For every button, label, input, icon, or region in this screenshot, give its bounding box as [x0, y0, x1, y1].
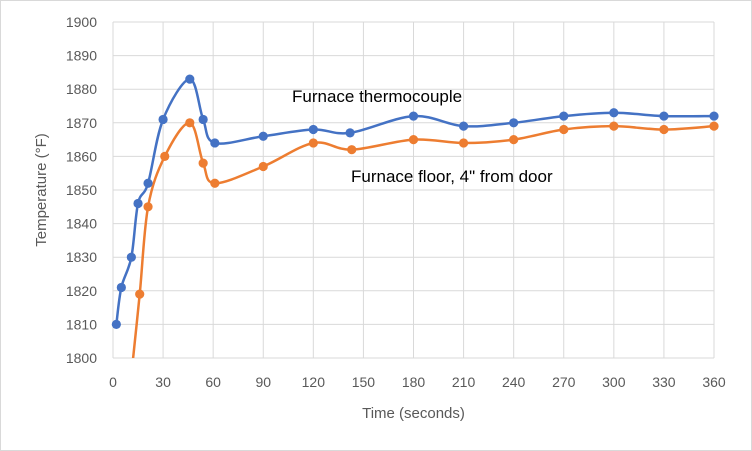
data-point-series-2 — [185, 118, 195, 128]
data-point-series-1 — [158, 114, 168, 125]
data-point-series-2 — [458, 138, 469, 148]
data-point-series-1 — [659, 111, 669, 121]
y-tick-label: 1850 — [66, 182, 97, 198]
y-tick-label: 1810 — [66, 316, 97, 332]
x-axis-tick-labels: 0 30 60 90 120 150 180 210 240 270 300 330 360 — [109, 374, 726, 390]
y-tick-label: 1840 — [66, 216, 97, 232]
data-point-series-1 — [408, 111, 419, 121]
annotation-furnace-floor: Furnace floor, 4" from door — [351, 167, 553, 186]
data-point-series-1 — [345, 128, 355, 138]
x-tick-label: 90 — [255, 374, 271, 390]
data-point-series-2 — [659, 124, 669, 135]
x-tick-label: 180 — [402, 374, 426, 390]
x-axis-title: Time (seconds) — [362, 405, 465, 422]
data-point-series-1 — [210, 138, 220, 148]
data-point-series-2 — [347, 145, 357, 155]
y-tick-label: 1800 — [66, 350, 97, 366]
x-tick-label: 270 — [552, 374, 576, 390]
data-point-series-2 — [559, 124, 569, 135]
x-tick-label: 150 — [352, 374, 376, 390]
x-tick-label: 330 — [652, 374, 676, 390]
data-point-series-1 — [308, 124, 318, 135]
data-point-series-2 — [160, 151, 170, 161]
y-tick-label: 1860 — [66, 148, 97, 164]
data-point-series-1 — [116, 282, 126, 293]
data-point-series-1 — [126, 252, 136, 262]
data-point-series-1 — [258, 131, 268, 141]
data-point-series-1 — [709, 111, 719, 121]
annotation-furnace-thermocouple: Furnace thermocouple — [292, 87, 462, 106]
data-point-series-1 — [198, 114, 208, 125]
data-point-series-2 — [135, 289, 145, 299]
data-point-series-1 — [559, 111, 569, 121]
data-point-series-2 — [408, 135, 419, 145]
x-tick-label: 300 — [602, 374, 626, 390]
x-tick-label: 120 — [302, 374, 326, 390]
y-tick-label: 1880 — [66, 81, 97, 97]
data-point-series-1 — [458, 121, 469, 131]
data-point-series-1 — [185, 74, 195, 84]
y-tick-label: 1870 — [66, 115, 97, 131]
y-axis-title: Temperature (°F) — [33, 133, 50, 247]
y-tick-label: 1830 — [66, 249, 97, 265]
data-point-series-2 — [308, 138, 318, 148]
x-tick-label: 60 — [205, 374, 221, 390]
data-point-series-1 — [509, 118, 519, 128]
x-tick-label: 360 — [702, 374, 726, 390]
y-tick-label: 1900 — [66, 14, 97, 30]
gridlines — [112, 21, 715, 359]
y-axis-tick-labels: 1800 1810 1820 1830 1840 1850 1860 1870 1880 1890… — [66, 14, 97, 366]
y-tick-label: 1890 — [66, 48, 97, 64]
data-point-series-1 — [609, 108, 619, 118]
data-point-series-2 — [609, 121, 619, 131]
data-point-series-1 — [111, 319, 121, 329]
data-point-series-2 — [258, 161, 268, 172]
series-line-2 — [131, 121, 714, 358]
x-tick-label: 30 — [155, 374, 171, 390]
x-tick-label: 210 — [452, 374, 476, 390]
series-lines — [115, 77, 714, 358]
data-point-series-2 — [198, 158, 208, 168]
x-tick-label: 0 — [109, 374, 117, 390]
series-markers — [111, 74, 719, 329]
data-point-series-1 — [133, 198, 143, 209]
y-tick-label: 1820 — [66, 283, 97, 299]
data-point-series-2 — [709, 121, 719, 131]
x-tick-label: 240 — [502, 374, 526, 390]
data-point-series-1 — [143, 178, 153, 188]
data-point-series-2 — [210, 178, 220, 188]
data-point-series-2 — [143, 202, 153, 212]
data-point-series-2 — [509, 135, 519, 145]
